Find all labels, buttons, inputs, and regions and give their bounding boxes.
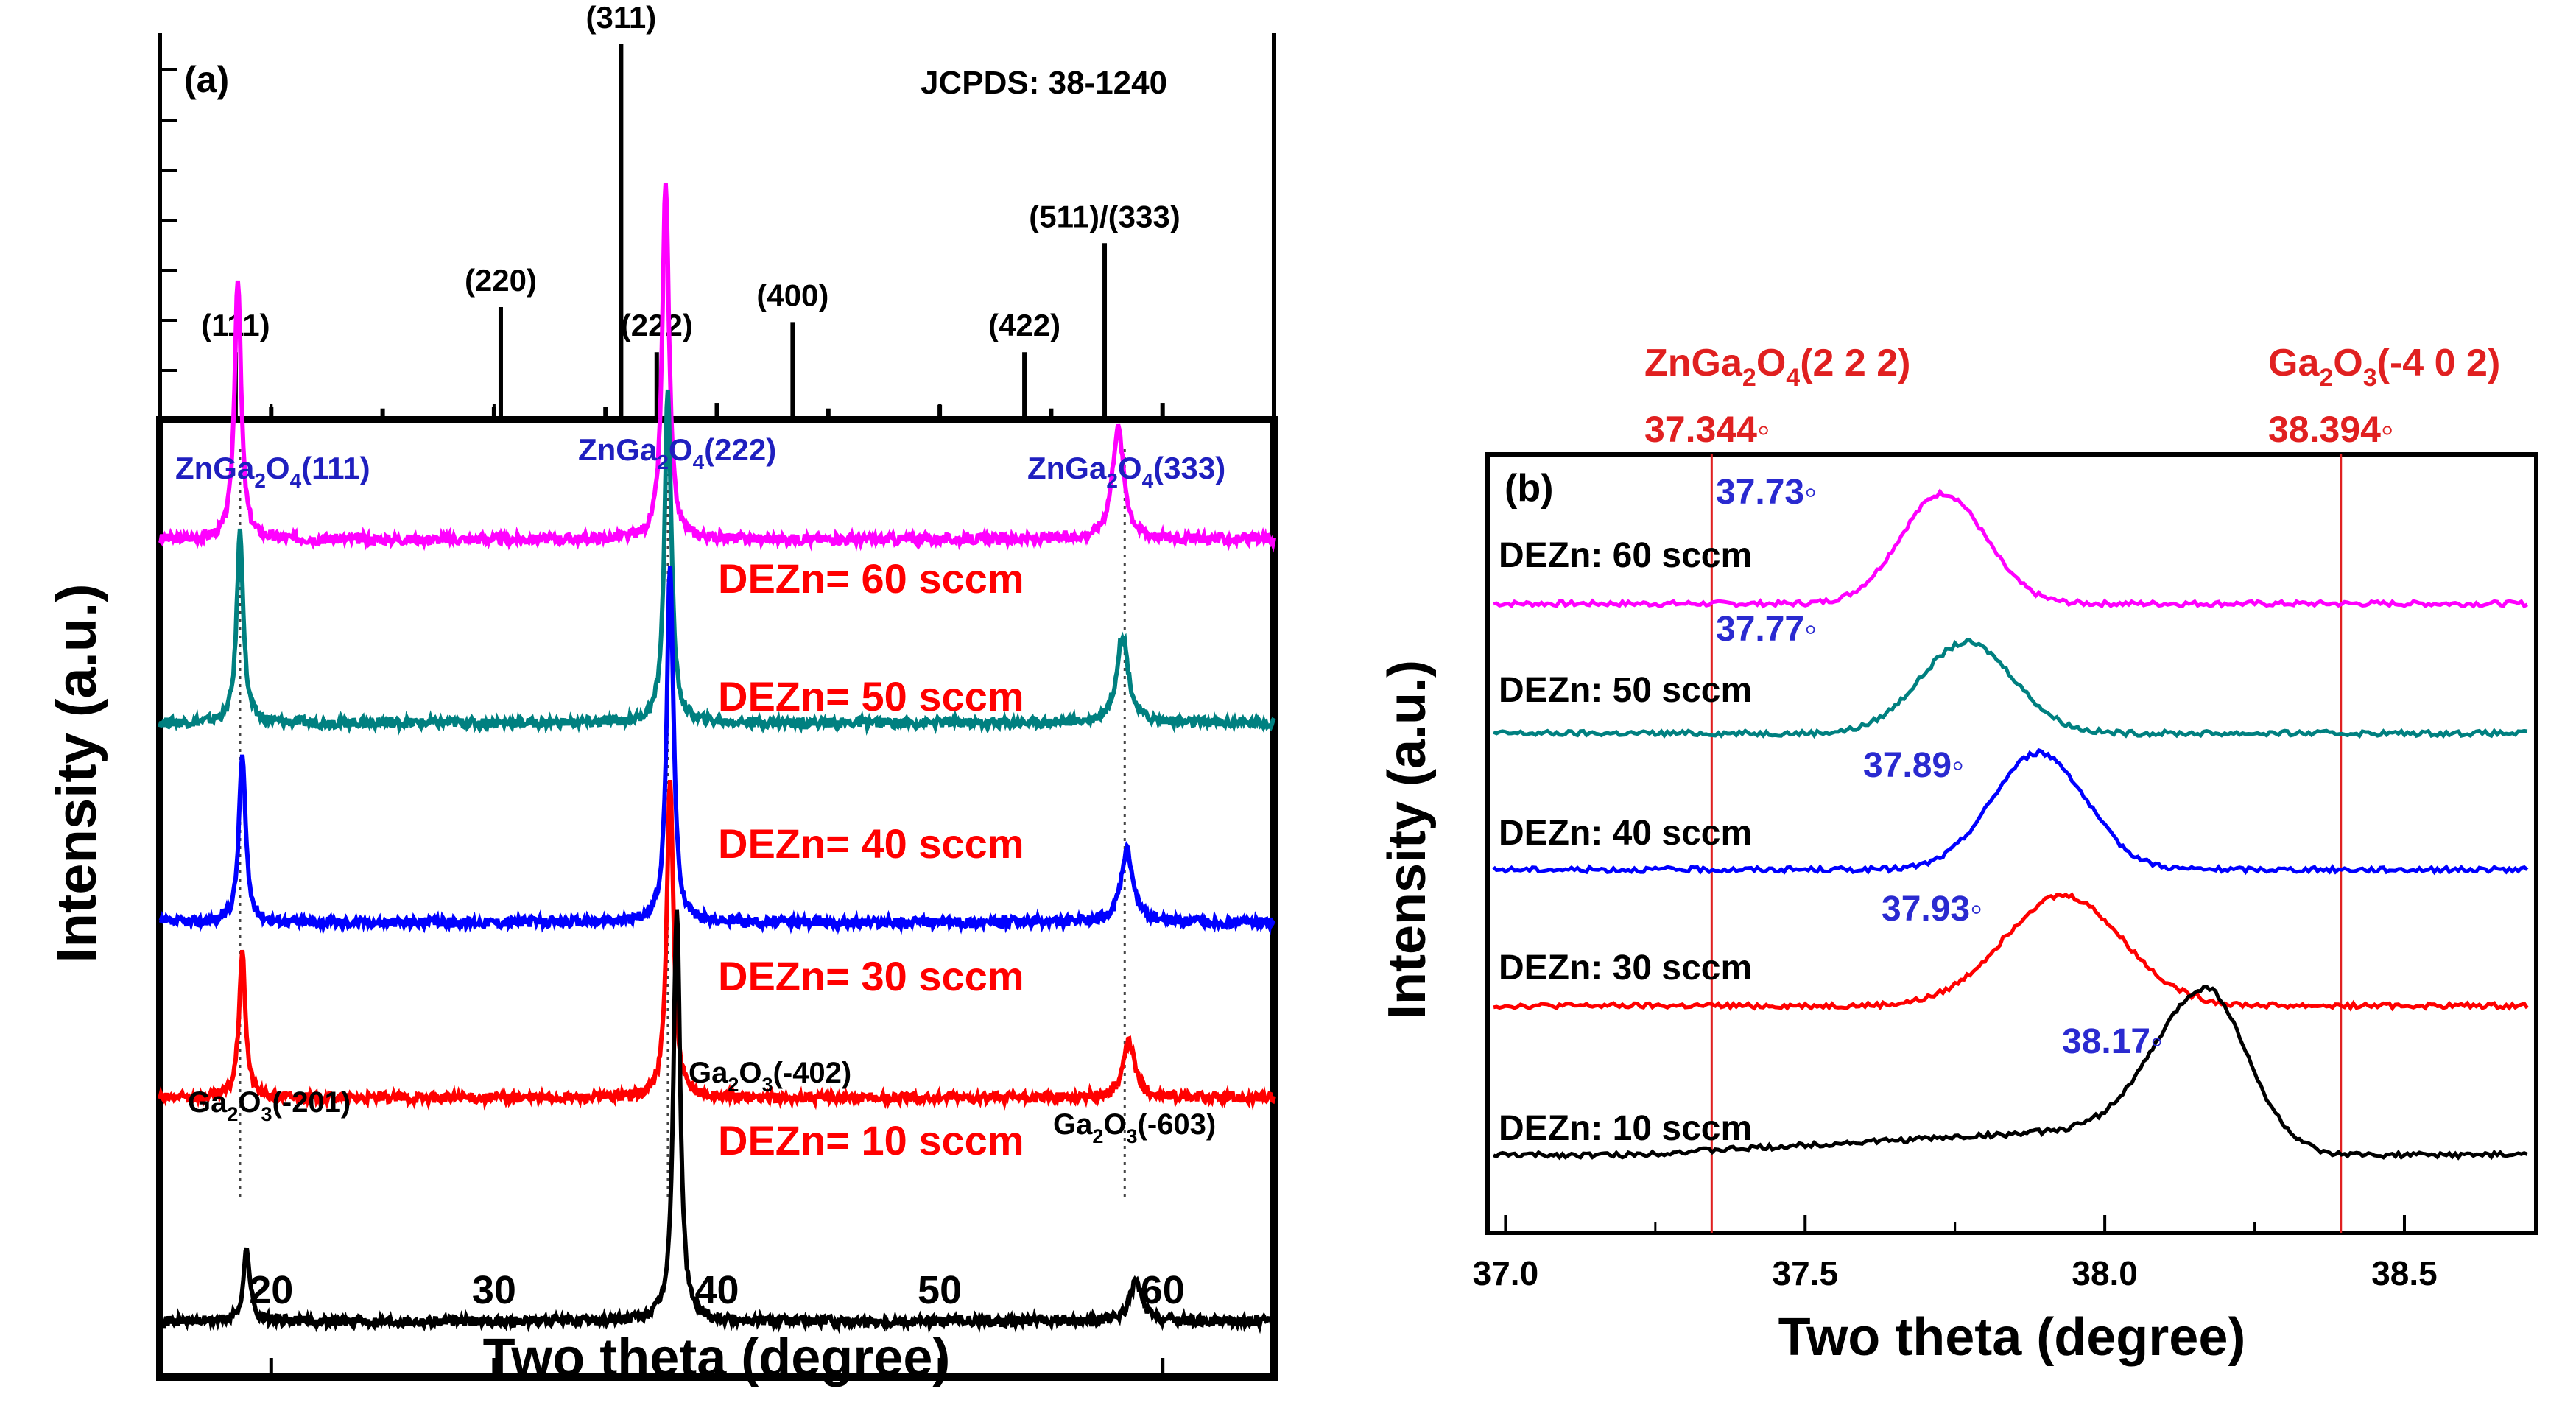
series-b-label-50: DEZn: 50 sccm (1499, 671, 1752, 710)
peak-value-3793: 37.93◦ (1882, 890, 1982, 929)
series-b-label-30: DEZn: 30 sccm (1499, 949, 1752, 988)
plot-a-ylabel: Intensity (a.u.) (46, 583, 108, 963)
x-tick-label: 50 (918, 1268, 962, 1312)
plot-a-series (158, 183, 1276, 1334)
series-line (1493, 985, 2528, 1161)
peak-label-ga2o3-603: Ga2O3(-603) (1053, 1108, 1216, 1147)
plot-a-frame (156, 416, 1278, 1381)
reference-peak-label: (222) (621, 308, 693, 342)
plot-b-series (1492, 488, 2529, 1161)
series-line (158, 780, 1276, 1111)
peak-value-3773: 37.73◦ (1716, 473, 1817, 512)
series-b-label-60: DEZn: 60 sccm (1499, 536, 1752, 575)
refline-label-znga2o4-222: ZnGa2O4(2 2 2) (1644, 342, 1911, 392)
plot-b-x-ticks: 37.0 37.5 38.0 38.5 (1473, 1215, 2438, 1292)
reference-lines (1710, 454, 2343, 1233)
x-tick-label: 40 (694, 1268, 739, 1312)
reference-peak-label: (220) (465, 263, 537, 298)
panel-b-label: (b) (1505, 467, 1553, 510)
peak-label-znga2o4-333: ZnGa2O4(333) (1027, 451, 1225, 492)
reference-peak-label: (311) (586, 0, 657, 35)
series-line (158, 566, 1276, 935)
series-label-60: DEZn= 60 sccm (718, 555, 1024, 602)
refline-value-37344: 37.344◦ (1644, 409, 1770, 450)
reference-peaks: (111)(220)(311)(222)(400)(422)(511)/(333… (201, 0, 1180, 420)
series-label-30: DEZn= 30 sccm (718, 953, 1024, 999)
series-line (1492, 747, 2529, 876)
series-label-10: DEZn= 10 sccm (718, 1117, 1024, 1164)
x-tick-label: 38.0 (2072, 1254, 2138, 1292)
series-b-label-10: DEZn: 10 sccm (1499, 1109, 1752, 1148)
jcpds-label: JCPDS: 38-1240 (921, 65, 1167, 101)
x-tick-label: 30 (472, 1268, 516, 1312)
peak-label-znga2o4-111: ZnGa2O4(111) (175, 451, 370, 492)
plot-b-ylabel: Intensity (a.u.) (1378, 660, 1437, 1019)
reference-peak-label: (400) (756, 278, 828, 312)
peak-value-3789: 37.89◦ (1863, 746, 1964, 785)
series-line (159, 909, 1276, 1334)
peak-value-3777: 37.77◦ (1716, 610, 1817, 649)
peak-label-ga2o3-201: Ga2O3(-201) (188, 1086, 351, 1125)
series-label-50: DEZn= 50 sccm (718, 673, 1024, 719)
x-tick-label: 38.5 (2371, 1254, 2438, 1292)
reference-peak-label: (511)/(333) (1029, 199, 1180, 233)
panel-b: 37.0 37.5 38.0 38.5 ZnGa2O4(2 2 2) 37.344◦ … (1378, 342, 2538, 1367)
series-line (1493, 488, 2528, 609)
plot-a-xlabel: Two theta (degree) (483, 1329, 951, 1387)
plot-a-x-ticks: 20 30 40 50 60 (249, 1268, 1185, 1377)
series-label-40: DEZn= 40 sccm (718, 820, 1024, 867)
refline-value-38394: 38.394◦ (2268, 409, 2394, 450)
x-tick-label: 37.0 (1473, 1254, 1539, 1292)
peak-label-znga2o4-222: ZnGa2O4(222) (578, 432, 776, 474)
refline-label-ga2o3-402: Ga2O3(-4 0 2) (2268, 342, 2500, 392)
x-tick-label: 60 (1141, 1268, 1185, 1312)
panel-a-label: (a) (184, 59, 229, 100)
plot-b-frame (1485, 452, 2538, 1235)
series-line (1493, 892, 2529, 1012)
x-tick-label: 20 (249, 1268, 293, 1312)
series-line (1493, 638, 2528, 739)
plot-b-xlabel: Two theta (degree) (1778, 1308, 2246, 1367)
x-tick-label: 37.5 (1773, 1254, 1839, 1292)
panel-a: (111)(220)(311)(222)(400)(422)(511)/(333… (46, 0, 1278, 1387)
series-line (158, 389, 1276, 736)
peak-value-3817: 38.17◦ (2062, 1022, 2163, 1061)
series-b-label-40: DEZn: 40 sccm (1499, 814, 1752, 853)
reference-peak-label: (422) (988, 308, 1060, 342)
series-line (158, 183, 1276, 553)
